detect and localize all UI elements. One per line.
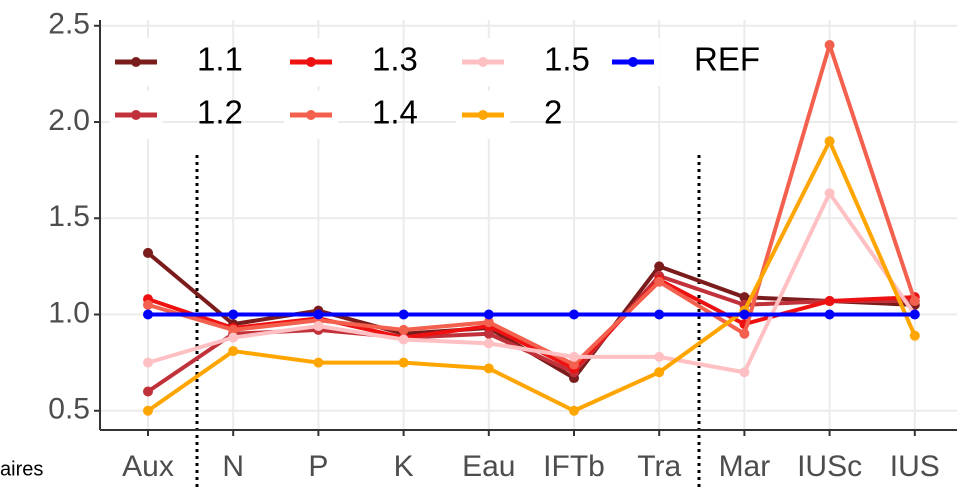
point: [909, 330, 920, 341]
point: [143, 386, 153, 397]
point: [654, 309, 665, 320]
point: [909, 296, 920, 307]
legend-swatch: [628, 57, 638, 67]
point: [739, 309, 750, 320]
point: [483, 309, 494, 320]
point: [313, 321, 324, 332]
point: [143, 309, 153, 320]
x-tick-label: P: [308, 450, 328, 483]
point: [228, 332, 239, 343]
y-tick-label: 1.5: [48, 200, 90, 233]
point: [739, 367, 750, 378]
point: [228, 346, 239, 357]
x-tick-label: IUSc: [797, 450, 862, 483]
point: [228, 309, 239, 320]
y-tick-label: 1.0: [48, 296, 90, 329]
point: [483, 328, 494, 339]
point: [739, 292, 750, 303]
series-line: [147, 43, 917, 367]
legend-label: 1.1: [197, 41, 243, 78]
point: [909, 309, 920, 320]
point: [654, 276, 665, 287]
point: [483, 317, 494, 328]
point: [398, 334, 409, 345]
x-tick-label: Tra: [637, 450, 681, 483]
x-tick-label: Eau: [462, 450, 515, 483]
legend-label: 1.3: [372, 41, 418, 78]
legend-swatch: [478, 57, 488, 67]
point: [569, 351, 579, 362]
legend-swatch: [131, 110, 141, 120]
point: [313, 357, 324, 368]
point: [483, 363, 494, 374]
point: [824, 309, 835, 320]
point: [824, 188, 835, 199]
point: [569, 405, 579, 416]
legend-label: 1.2: [197, 94, 243, 131]
point: [569, 359, 579, 370]
x-tick-label: IFTb: [543, 450, 605, 483]
legend-label: 1.4: [372, 94, 418, 131]
point: [654, 351, 665, 362]
legend-label: 1.5: [544, 41, 590, 78]
x-tick-label: K: [394, 450, 414, 483]
series-line: [147, 191, 917, 375]
point: [143, 299, 153, 310]
legend-swatch: [306, 57, 316, 67]
y-tick-label: 0.5: [48, 393, 90, 426]
point: [228, 324, 239, 335]
point: [398, 309, 409, 320]
legend-label: REF: [694, 41, 760, 78]
y-tick-label: 2.0: [48, 104, 90, 137]
series-line: [146, 139, 917, 413]
x-tick-label: Aux: [122, 450, 174, 483]
legend-swatch: [306, 110, 316, 120]
point: [398, 324, 409, 335]
point: [824, 136, 835, 147]
legend-swatch: [131, 57, 141, 67]
point: [824, 40, 835, 51]
annotation: aires: [0, 458, 43, 480]
point: [143, 405, 153, 416]
legend-swatch: [478, 110, 488, 120]
point: [143, 247, 153, 258]
point: [143, 357, 153, 368]
point: [654, 261, 665, 272]
point: [313, 309, 324, 320]
x-tick-label: Mar: [719, 450, 771, 483]
point: [654, 367, 665, 378]
point: [398, 357, 409, 368]
point: [483, 338, 494, 349]
legend-label: 2: [544, 94, 562, 131]
y-tick-label: 2.5: [48, 8, 90, 41]
point: [739, 328, 750, 339]
x-tick-label: IUS: [890, 450, 940, 483]
point: [824, 296, 835, 307]
x-tick-label: N: [222, 450, 244, 483]
point: [569, 309, 579, 320]
